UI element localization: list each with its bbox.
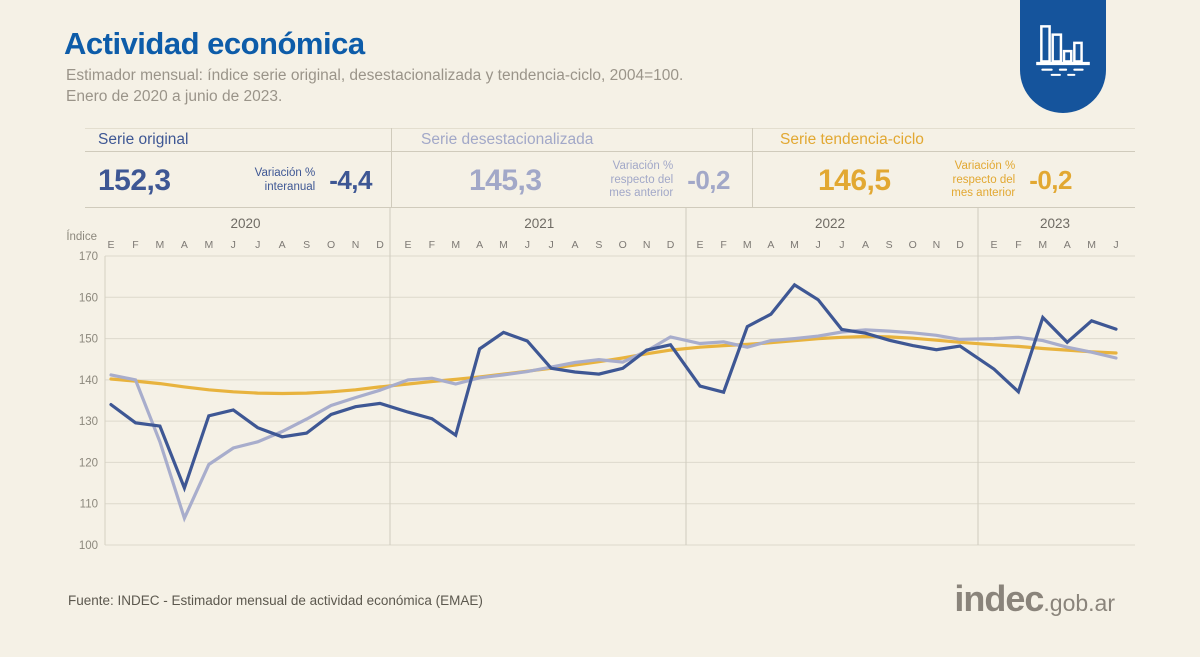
indec-badge — [1020, 0, 1106, 113]
svg-text:M: M — [204, 239, 213, 251]
svg-text:150: 150 — [79, 334, 98, 346]
svg-text:O: O — [619, 239, 627, 251]
svg-text:110: 110 — [80, 499, 98, 511]
stat-serie-desestacionalizada: Serie desestacionalizada 145,3 Variación… — [391, 128, 752, 207]
stat-series-name: Serie original — [98, 131, 189, 148]
svg-text:F: F — [429, 239, 435, 251]
stat-value: 146,5 — [818, 163, 891, 197]
stat-series-name: Serie desestacionalizada — [421, 131, 594, 148]
svg-text:A: A — [279, 239, 286, 251]
svg-text:S: S — [595, 239, 602, 251]
svg-text:E: E — [696, 239, 703, 251]
stats-divider-1 — [391, 128, 392, 207]
subtitle-line-1: Estimador mensual: índice serie original… — [66, 67, 684, 84]
svg-text:J: J — [816, 239, 821, 251]
y-axis-title: Índice — [66, 230, 97, 243]
stat-delta: -4,4 — [329, 165, 372, 195]
bar-chart-icon — [1036, 25, 1090, 76]
svg-text:140: 140 — [79, 375, 98, 387]
svg-text:N: N — [352, 239, 360, 251]
year-labels: 2020 2021 2022 2023 — [230, 216, 1070, 231]
stats-bottom-rule — [85, 207, 1135, 208]
indec-logo: indec.gob.ar — [954, 578, 1115, 620]
svg-text:A: A — [572, 239, 579, 251]
svg-text:100: 100 — [79, 540, 98, 552]
stat-serie-tendencia-ciclo: Serie tendencia-ciclo 146,5 Variación % … — [752, 128, 1135, 207]
stat-serie-original: Serie original 152,3 Variación % interan… — [85, 128, 391, 207]
stat-series-name: Serie tendencia-ciclo — [780, 131, 924, 148]
svg-text:130: 130 — [79, 416, 98, 428]
svg-text:J: J — [839, 239, 844, 251]
summary-stats: Serie original 152,3 Variación % interan… — [85, 128, 1135, 207]
stat-delta: -0,2 — [687, 165, 730, 195]
indec-logo-text: indec — [954, 578, 1044, 619]
series-line-original — [109, 282, 1118, 493]
svg-text:M: M — [743, 239, 752, 251]
svg-text:M: M — [451, 239, 460, 251]
svg-text:M: M — [790, 239, 799, 251]
svg-text:160: 160 — [79, 292, 98, 304]
stat-variation-label: Variación % respecto del mes anterior — [609, 160, 674, 200]
svg-text:N: N — [933, 239, 941, 251]
stat-variation-label: Variación % interanual — [254, 166, 316, 193]
stats-divider-2 — [752, 128, 753, 207]
svg-text:2020: 2020 — [230, 216, 260, 231]
svg-text:S: S — [303, 239, 310, 251]
stat-delta: -0,2 — [1029, 165, 1072, 195]
svg-text:E: E — [107, 239, 114, 251]
svg-text:170: 170 — [79, 251, 98, 263]
svg-text:A: A — [181, 239, 188, 251]
svg-text:A: A — [862, 239, 869, 251]
svg-text:O: O — [327, 239, 335, 251]
svg-text:M: M — [1087, 239, 1096, 251]
svg-text:M: M — [1038, 239, 1047, 251]
svg-text:D: D — [667, 239, 675, 251]
year-dividers — [389, 208, 979, 545]
svg-text:O: O — [909, 239, 917, 251]
stat-variation-label: Variación % respecto del mes anterior — [951, 160, 1016, 200]
stat-value: 152,3 — [98, 163, 171, 197]
svg-text:J: J — [549, 239, 554, 251]
stat-value: 145,3 — [469, 163, 542, 197]
svg-text:J: J — [231, 239, 236, 251]
svg-text:E: E — [404, 239, 411, 251]
svg-text:J: J — [525, 239, 530, 251]
svg-text:E: E — [990, 239, 997, 251]
svg-text:A: A — [476, 239, 483, 251]
svg-text:M: M — [156, 239, 165, 251]
svg-text:120: 120 — [79, 457, 98, 469]
svg-text:A: A — [1064, 239, 1071, 251]
page-subtitle: Estimador mensual: índice serie original… — [66, 66, 683, 107]
svg-text:D: D — [376, 239, 384, 251]
svg-text:J: J — [1113, 239, 1118, 251]
indec-logo-suffix: .gob.ar — [1043, 590, 1115, 616]
page-title: Actividad económica — [64, 26, 365, 61]
svg-text:N: N — [643, 239, 651, 251]
svg-text:A: A — [767, 239, 774, 251]
svg-text:F: F — [1015, 239, 1021, 251]
svg-text:M: M — [499, 239, 508, 251]
svg-text:2022: 2022 — [815, 216, 845, 231]
svg-text:J: J — [255, 239, 260, 251]
gridlines — [105, 255, 1135, 546]
svg-text:2023: 2023 — [1040, 216, 1070, 231]
series-line-desestacionalizada — [109, 328, 1118, 523]
svg-text:2021: 2021 — [524, 216, 554, 231]
source-note: Fuente: INDEC - Estimador mensual de act… — [68, 593, 483, 608]
svg-text:F: F — [132, 239, 138, 251]
subtitle-line-2: Enero de 2020 a junio de 2023. — [66, 87, 283, 105]
svg-text:S: S — [886, 239, 893, 251]
svg-text:D: D — [956, 239, 964, 251]
stats-top-rule — [85, 128, 1135, 129]
svg-text:F: F — [720, 239, 726, 251]
y-axis-tick-labels: 170 160 150 140 130 120 110 100 — [79, 251, 98, 552]
series-line-tendencia-ciclo — [109, 334, 1118, 396]
stats-header-rule — [85, 151, 1135, 152]
